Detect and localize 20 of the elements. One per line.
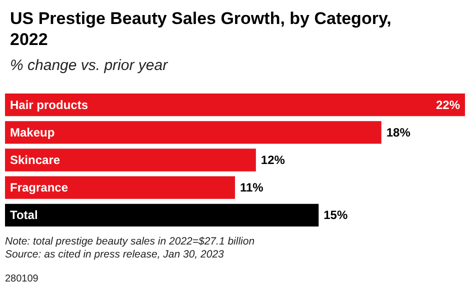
text: Note: total prestige beauty sales in 2022=$27.1 billion (5, 236, 255, 248)
y-tick-label: Skincare (10, 153, 60, 167)
chart-subtitle: % change vs. prior year (10, 57, 169, 74)
data-label: 22% (436, 98, 460, 112)
bar (5, 176, 235, 199)
data-label: 12% (260, 153, 286, 167)
bar (5, 148, 256, 172)
source-note: Source: as cited in press release, Jan 30, 2023 (5, 248, 224, 260)
data-label: 11% (240, 180, 264, 195)
bar (5, 121, 382, 144)
bar (5, 93, 465, 116)
y-tick-label: Fragrance (10, 180, 68, 195)
chart-title: US Prestige Beauty Sales Growth, by Category, 2022 (10, 9, 396, 49)
data-label: 15% (324, 208, 348, 222)
y-tick-label: Makeup (10, 125, 55, 140)
text: 280109 (5, 274, 39, 284)
bar (5, 204, 319, 227)
data-label: 18% (386, 125, 411, 140)
y-tick-label: Total (10, 208, 38, 222)
y-tick-label: Hair products (10, 98, 88, 112)
